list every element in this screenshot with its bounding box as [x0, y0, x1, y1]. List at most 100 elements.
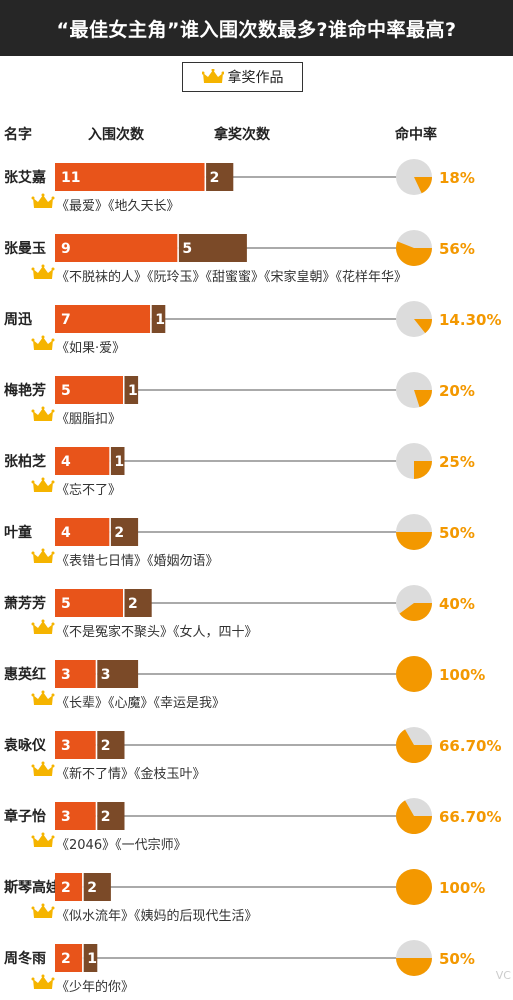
nominated-count: 3	[61, 809, 71, 825]
bar-divider	[109, 447, 111, 475]
actress-name: 惠英红	[4, 666, 46, 683]
nominated-count: 11	[61, 170, 80, 186]
watermark: VC	[495, 969, 511, 982]
actress-name: 斯琴高娃	[4, 879, 60, 896]
nominated-count: 7	[61, 312, 71, 328]
won-bar	[124, 376, 139, 404]
nominated-bar	[55, 731, 96, 759]
crown-icon	[31, 477, 55, 492]
crown-icon	[31, 974, 55, 989]
bar-divider	[177, 234, 179, 262]
nominated-bar	[55, 802, 96, 830]
won-count: 3	[101, 667, 111, 683]
nominated-bar	[55, 660, 96, 688]
bar-divider	[123, 376, 125, 404]
nominated-bar	[55, 518, 110, 546]
won-bar	[178, 234, 247, 262]
crown-icon	[31, 264, 55, 279]
hit-rate-label: 50%	[439, 524, 475, 542]
award-works: 《如果·爱》	[56, 340, 125, 356]
nominated-count: 5	[61, 383, 71, 399]
won-count: 2	[87, 880, 97, 896]
bar-divider	[95, 802, 98, 830]
hit-rate-label: 14.30%	[439, 311, 501, 329]
nominated-bar	[55, 447, 110, 475]
crown-icon	[31, 690, 55, 705]
award-works: 《忘不了》	[56, 483, 121, 498]
hit-rate-label: 100%	[439, 879, 485, 897]
pie-slice	[396, 241, 432, 267]
hit-rate-label: 56%	[439, 240, 475, 258]
award-works: 《最爱》《地久天长》	[56, 199, 180, 214]
pie-slice	[414, 177, 432, 194]
bar-divider	[204, 163, 207, 191]
pie-slice	[414, 461, 432, 479]
crown-icon	[31, 335, 55, 350]
actress-name: 张柏芝	[4, 453, 46, 470]
nominated-count: 5	[61, 596, 71, 612]
page-title: “最佳女主角”谁入围次数最多?谁命中率最高?	[0, 0, 513, 56]
bar-divider	[109, 518, 111, 546]
nominated-bar	[55, 234, 178, 262]
won-bar	[83, 944, 98, 972]
nominated-count: 3	[61, 738, 71, 754]
award-works: 《2046》《一代宗师》	[56, 837, 187, 853]
won-count: 2	[101, 738, 111, 754]
header-rate: 命中率	[395, 127, 437, 143]
nominated-count: 3	[61, 667, 71, 683]
crown-icon	[31, 903, 55, 918]
pie-slice	[399, 603, 432, 621]
award-works: 《表错七日情》《婚姻勿语》	[56, 554, 219, 569]
won-count: 1	[114, 454, 124, 470]
won-count: 1	[155, 312, 165, 328]
award-works: 《长辈》《心魔》《幸运是我》	[56, 696, 225, 711]
pie-slice	[396, 532, 432, 550]
actress-name: 周冬雨	[4, 950, 46, 967]
won-count: 5	[182, 241, 192, 257]
actress-name: 袁咏仪	[3, 737, 47, 754]
pie-slice	[396, 869, 432, 905]
won-count: 2	[114, 525, 124, 541]
header-won: 拿奖次数	[214, 127, 270, 143]
hit-rate-label: 66.70%	[439, 808, 501, 826]
won-bar	[97, 802, 125, 830]
nominated-count: 4	[61, 454, 71, 470]
crown-icon	[201, 69, 224, 83]
won-bar	[110, 518, 139, 546]
bar-divider	[95, 660, 98, 688]
won-bar	[97, 660, 139, 688]
won-count: 1	[128, 383, 138, 399]
legend: 拿奖作品	[182, 62, 303, 92]
hit-rate-label: 18%	[439, 169, 475, 187]
header-nominated: 入围次数	[88, 127, 144, 143]
won-bar	[97, 731, 125, 759]
hit-rate-label: 50%	[439, 950, 475, 968]
crown-icon	[31, 193, 55, 208]
won-count: 1	[87, 951, 97, 967]
nominated-count: 9	[61, 241, 71, 257]
hit-rate-label: 66.70%	[439, 737, 501, 755]
award-works: 《似水流年》《姨妈的后现代生活》	[56, 908, 258, 924]
crown-icon	[31, 619, 55, 634]
award-works: 《不是冤家不聚头》《女人，四十》	[56, 624, 258, 640]
bar-divider	[150, 305, 152, 333]
actress-name: 叶童	[4, 524, 32, 541]
actress-name: 梅艳芳	[4, 382, 46, 399]
nominated-bar	[55, 944, 83, 972]
won-bar	[83, 873, 111, 901]
pie-slice	[414, 319, 432, 334]
won-count: 2	[210, 170, 220, 186]
crown-icon	[31, 406, 55, 421]
won-bar	[124, 589, 152, 617]
won-bar	[110, 447, 125, 475]
actress-name: 萧芳芳	[4, 595, 46, 612]
won-count: 2	[128, 596, 138, 612]
award-works: 《不脱袜的人》《阮玲玉》《甜蜜蜜》《宋家皇朝》《花样年华》	[56, 269, 407, 285]
pie-slice	[396, 958, 432, 976]
pie-slice	[396, 729, 432, 763]
hit-rate-label: 25%	[439, 453, 475, 471]
bar-divider	[123, 589, 125, 617]
pie-slice	[396, 656, 432, 692]
crown-icon	[31, 832, 55, 847]
